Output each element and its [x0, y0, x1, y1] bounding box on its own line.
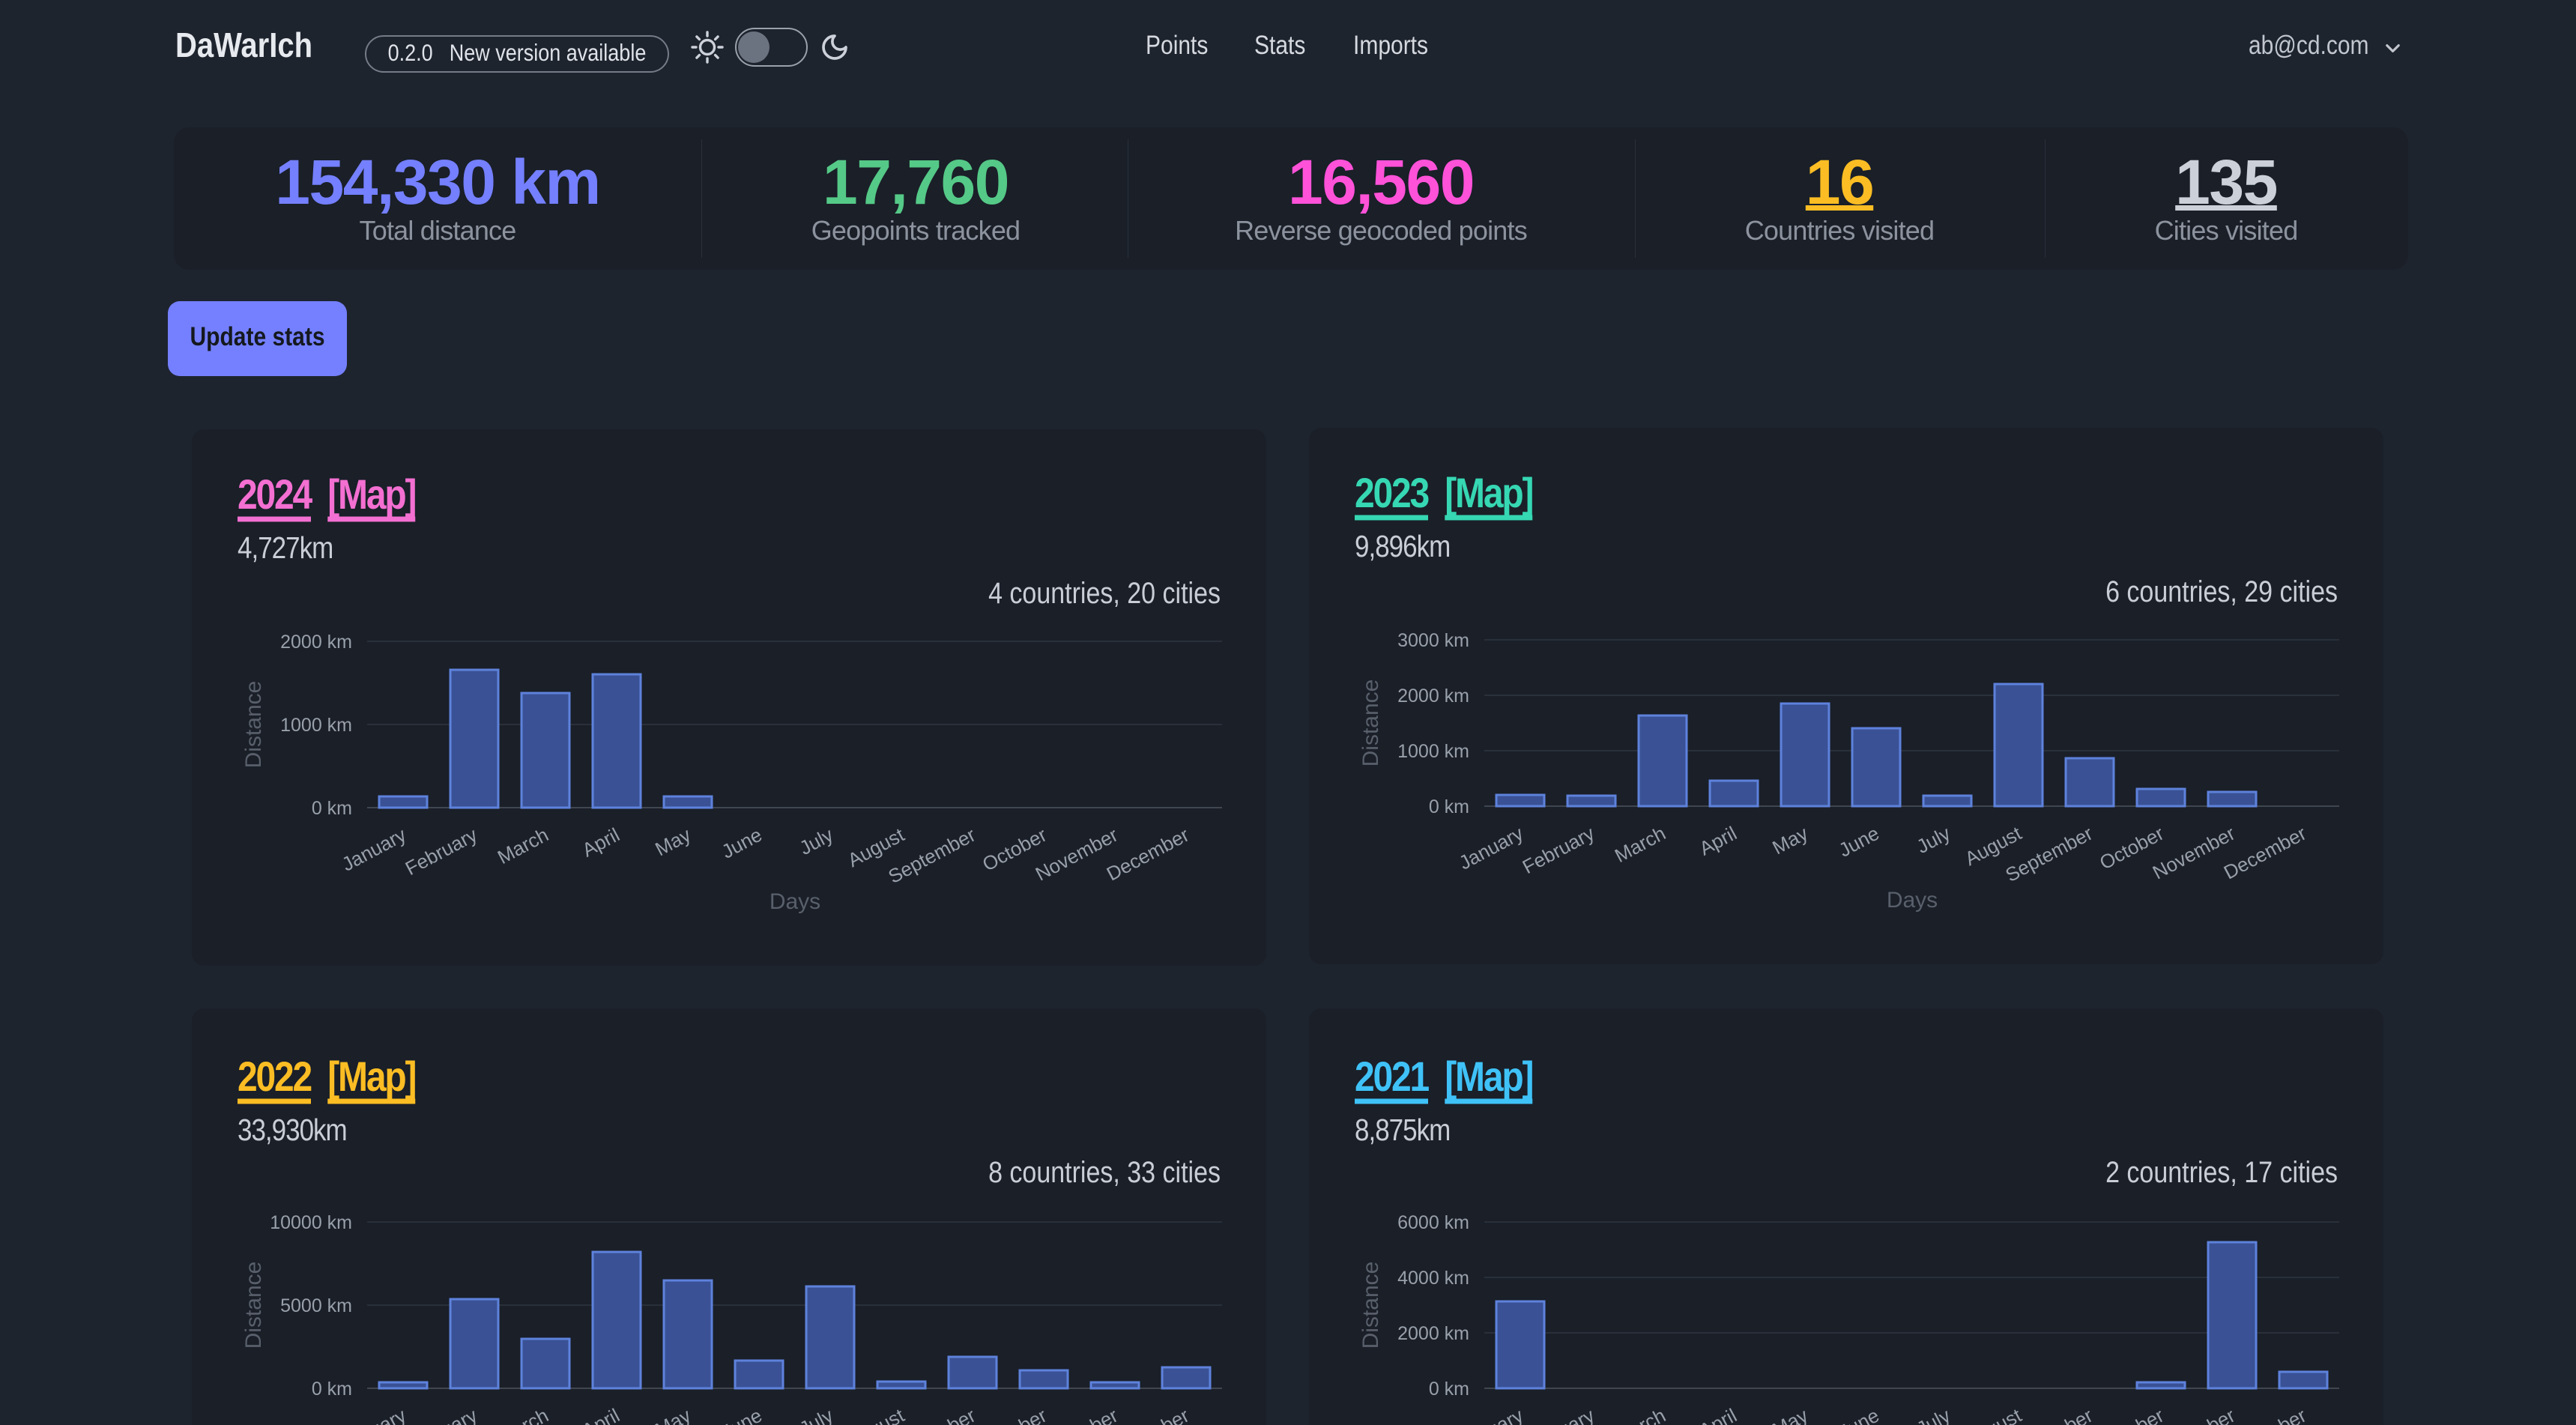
svg-text:June: June — [1835, 822, 1883, 862]
svg-text:5000 km: 5000 km — [280, 1295, 352, 1316]
svg-text:August: August — [844, 1403, 908, 1425]
svg-text:2000 km: 2000 km — [280, 632, 352, 653]
svg-text:August: August — [1961, 1403, 2025, 1425]
svg-text:March: March — [494, 823, 552, 868]
svg-text:2000 km: 2000 km — [1397, 1323, 1469, 1344]
svg-text:January: January — [338, 1404, 410, 1425]
svg-text:February: February — [1519, 1404, 1598, 1425]
svg-text:February: February — [1519, 822, 1598, 878]
svg-text:October: October — [2096, 1404, 2168, 1425]
svg-text:May: May — [651, 823, 694, 861]
svg-text:June: June — [1835, 1404, 1883, 1425]
svg-text:0 km: 0 km — [1429, 796, 1469, 817]
svg-text:July: July — [1913, 822, 1954, 858]
svg-text:June: June — [718, 823, 766, 863]
svg-text:April: April — [1696, 822, 1741, 860]
svg-text:March: March — [494, 1404, 552, 1425]
svg-text:3000 km: 3000 km — [1397, 630, 1469, 651]
svg-text:1000 km: 1000 km — [1397, 741, 1469, 762]
svg-text:0 km: 0 km — [312, 1379, 352, 1400]
svg-text:July: July — [1913, 1404, 1954, 1425]
svg-text:January: January — [1455, 1404, 1527, 1425]
svg-text:Distance: Distance — [1358, 680, 1383, 767]
svg-text:January: January — [338, 823, 410, 876]
svg-text:Distance: Distance — [241, 1262, 266, 1349]
svg-text:May: May — [651, 1404, 694, 1425]
svg-text:Days: Days — [1887, 888, 1938, 913]
svg-text:Distance: Distance — [1358, 1262, 1383, 1349]
svg-text:Distance: Distance — [241, 681, 266, 769]
svg-text:December: December — [2220, 822, 2310, 884]
svg-text:January: January — [1455, 822, 1527, 874]
svg-text:10000 km: 10000 km — [270, 1212, 352, 1233]
svg-text:1000 km: 1000 km — [280, 715, 352, 736]
svg-text:6000 km: 6000 km — [1397, 1212, 1469, 1233]
svg-text:April: April — [578, 1404, 623, 1425]
svg-text:February: February — [402, 1404, 481, 1425]
svg-text:December: December — [1103, 823, 1193, 886]
svg-text:March: March — [1611, 1404, 1669, 1425]
svg-text:2000 km: 2000 km — [1397, 686, 1469, 707]
svg-text:0 km: 0 km — [1429, 1379, 1469, 1400]
svg-text:4000 km: 4000 km — [1397, 1268, 1469, 1289]
svg-text:April: April — [578, 823, 623, 862]
svg-text:April: April — [1696, 1404, 1741, 1425]
svg-text:October: October — [979, 1404, 1050, 1425]
svg-text:July: July — [796, 823, 837, 859]
svg-text:July: July — [796, 1404, 837, 1425]
svg-text:0 km: 0 km — [312, 798, 352, 819]
svg-text:February: February — [402, 823, 481, 880]
svg-text:May: May — [1768, 1404, 1811, 1425]
svg-text:Days: Days — [770, 889, 820, 914]
svg-text:June: June — [718, 1404, 766, 1425]
svg-text:May: May — [1768, 822, 1811, 859]
svg-text:March: March — [1611, 822, 1669, 867]
